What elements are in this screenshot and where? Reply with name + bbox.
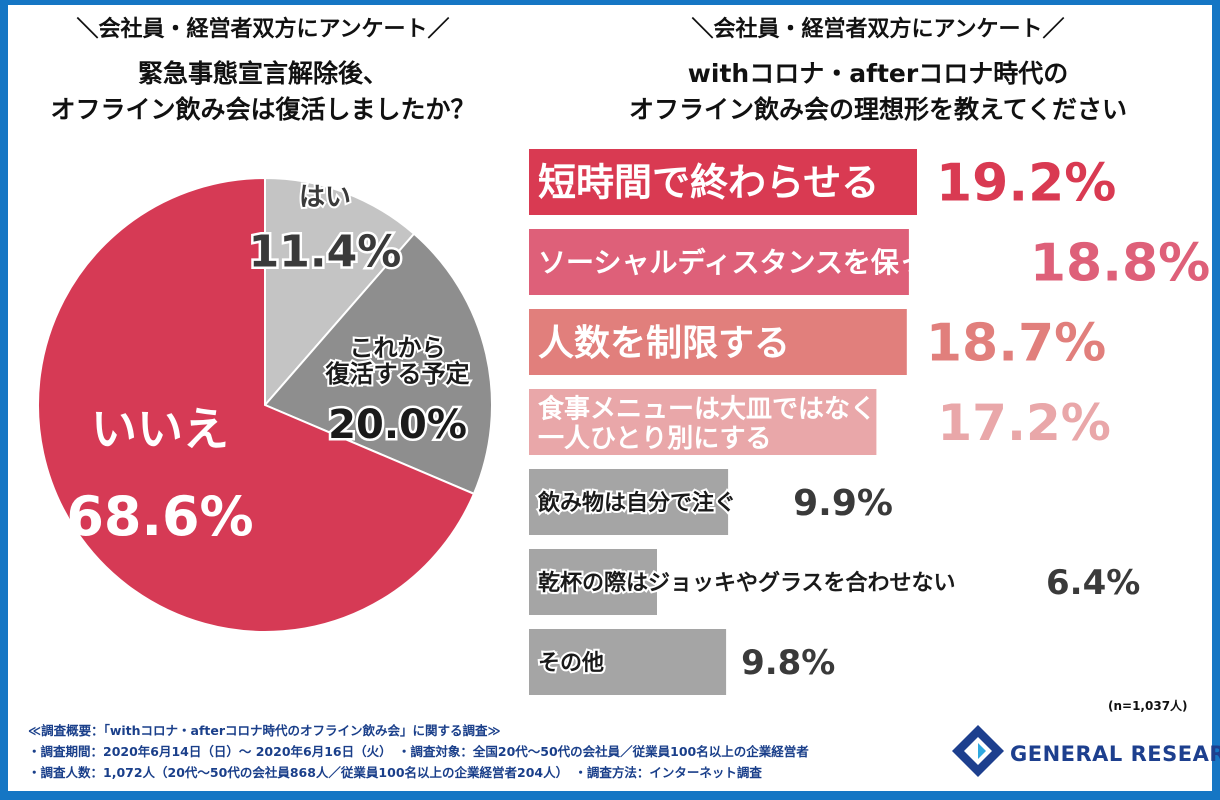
- left-header: ＼会社員・経営者双方にアンケート／: [76, 17, 450, 42]
- bar-category-6: 乾杯の際はジョッキやグラスを合わせない: [538, 570, 956, 596]
- left-question-line1: 緊急事態宣言解除後、: [137, 59, 388, 88]
- pie-slice-hai: [264, 176, 416, 408]
- survey-respondents: ・調査人数：1,072人（20代～50代の会社員868人／従業員100名以上の企…: [28, 765, 762, 780]
- bar-value-5: 9.9%: [793, 483, 893, 524]
- pie-label-iie: いいえ: [91, 402, 229, 456]
- bar-value-4: 17.2%: [937, 394, 1110, 452]
- bar-value-1: 19.2%: [936, 154, 1116, 214]
- right-header: ＼会社員・経営者双方にアンケート／: [691, 17, 1065, 42]
- bar-value-3: 18.7%: [926, 314, 1106, 374]
- pie-value-iie: 68.6%: [66, 485, 253, 548]
- bar-value-6: 6.4%: [1046, 563, 1140, 603]
- bar-rect-7: [527, 627, 729, 697]
- bar-rect-4: [527, 387, 879, 457]
- bar-value-7: 9.8%: [741, 643, 835, 683]
- infographic-card: ＼会社員・経営者双方にアンケート／ 緊急事態宣言解除後、 オフライン飲み会は復活…: [8, 5, 1220, 791]
- left-question-line2: オフライン飲み会は復活しましたか？: [50, 95, 476, 124]
- bar-rect-2: [527, 227, 911, 297]
- general-research-logo-icon: [952, 725, 1004, 777]
- bar-rect-1: [527, 147, 919, 217]
- pie-value-korekara: 20.0%: [328, 402, 467, 448]
- bar-category-7: その他: [538, 651, 604, 676]
- bar-category-1: 短時間で終わらせる: [538, 161, 879, 205]
- brand-name: GENERAL RESEARCH: [1010, 742, 1220, 766]
- bar-value-2: 18.8%: [1030, 234, 1210, 294]
- survey-period: ・調査期間：2020年6月14日（日）～ 2020年6月16日（火） ・調査対象…: [28, 744, 809, 759]
- bar-rect-5: [527, 467, 731, 537]
- right-question-line2: オフライン飲み会の理想形を教えてください: [628, 95, 1127, 124]
- pie-label-korekara-line1: これから: [350, 334, 446, 362]
- pie-label-korekara-line2: 復活する予定: [325, 360, 470, 388]
- bar-chart: 短時間で終わらせる 19.2% ソーシャルディスタンスを保った座席 18.8% 人数を制…: [527, 147, 1212, 697]
- right-question-line1: withコロナ・afterコロナ時代の: [687, 59, 1069, 88]
- bar-rect-6: [527, 547, 659, 617]
- bar-category-4-line2: 一人ひとり別にする: [538, 424, 771, 454]
- pie-label-hai: はい: [299, 182, 351, 212]
- bar-category-5: 飲み物は自分で注ぐ: [537, 490, 736, 516]
- pie-slice-iie: [37, 176, 476, 633]
- bar-category-4-line1: 食事メニューは大皿ではなく: [538, 394, 876, 425]
- bar-rect-3: [527, 307, 909, 377]
- bar-category-3: 人数を制限する: [538, 323, 790, 364]
- sample-size-note: (n=1,037人): [1108, 699, 1188, 713]
- bar-category-2: ソーシャルディスタンスを保った座席: [538, 246, 1011, 279]
- survey-summary-title: ≪調査概要：「withコロナ・afterコロナ時代のオフライン飲み会」に関する調…: [28, 723, 501, 738]
- pie-value-hai: 11.4%: [249, 226, 402, 277]
